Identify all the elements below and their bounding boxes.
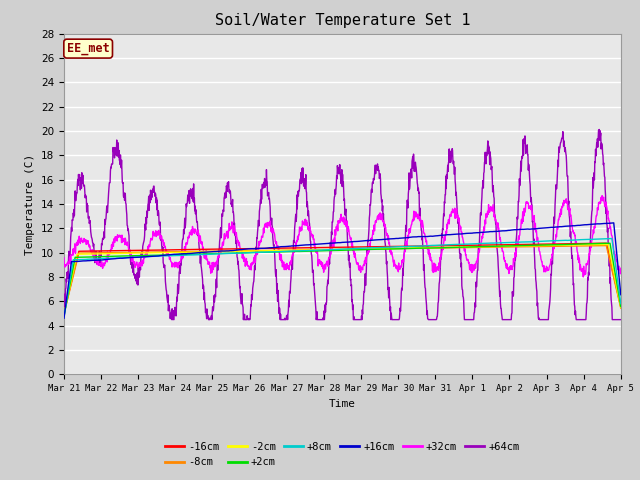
-8cm [296,247,304,253]
+2cm [296,249,304,254]
-16cm [103,248,111,254]
+64cm [103,203,111,209]
+64cm [595,127,603,132]
+8cm [103,255,111,261]
+16cm [103,256,111,262]
+8cm [318,247,326,253]
+32cm [579,274,587,280]
+64cm [318,317,326,323]
-16cm [126,248,134,253]
-2cm [377,246,385,252]
+2cm [126,253,134,259]
+16cm [318,241,326,247]
+2cm [60,313,68,319]
-16cm [296,245,304,251]
+8cm [377,245,385,251]
Line: +16cm: +16cm [64,223,621,318]
+32cm [308,231,316,237]
Y-axis label: Temperature (C): Temperature (C) [26,154,35,254]
Title: Soil/Water Temperature Set 1: Soil/Water Temperature Set 1 [214,13,470,28]
-2cm [103,251,111,257]
Line: +32cm: +32cm [64,196,621,277]
+32cm [377,214,385,220]
+32cm [126,247,134,253]
-16cm [318,245,326,251]
+64cm [297,176,305,182]
Line: +2cm: +2cm [64,243,621,316]
Line: -16cm: -16cm [64,243,621,313]
Line: +8cm: +8cm [64,239,621,317]
+16cm [296,242,304,248]
-16cm [602,240,610,246]
-2cm [60,312,68,317]
+8cm [60,314,68,320]
-16cm [377,244,385,250]
+64cm [617,317,625,323]
-8cm [318,247,326,252]
+16cm [308,242,316,248]
-16cm [60,310,68,316]
+64cm [378,193,385,199]
+8cm [296,248,304,254]
+8cm [607,236,614,241]
+8cm [617,301,625,307]
+2cm [308,248,316,254]
+16cm [126,255,134,261]
+8cm [126,254,134,260]
X-axis label: Time: Time [329,399,356,408]
+64cm [308,260,316,265]
-2cm [617,305,625,311]
+2cm [377,246,385,252]
+8cm [308,248,316,253]
+16cm [377,237,385,242]
-8cm [308,247,316,252]
+2cm [103,253,111,259]
+32cm [318,264,326,269]
+16cm [610,220,618,226]
Text: EE_met: EE_met [67,42,109,55]
+2cm [318,248,326,253]
-2cm [308,247,316,253]
-16cm [617,304,625,310]
-8cm [617,305,625,311]
+64cm [168,317,175,323]
+32cm [60,255,68,261]
Legend: -16cm, -8cm, -2cm, +2cm, +8cm, +16cm, +32cm, +64cm: -16cm, -8cm, -2cm, +2cm, +8cm, +16cm, +3… [161,438,524,471]
-8cm [60,311,68,317]
Line: +64cm: +64cm [64,130,621,320]
+32cm [103,259,111,265]
-2cm [296,247,304,253]
+16cm [60,315,68,321]
+2cm [606,240,614,246]
-8cm [103,250,111,255]
-2cm [601,241,609,247]
+2cm [617,304,625,310]
-2cm [318,247,326,252]
+32cm [296,227,304,233]
-8cm [602,243,610,249]
+64cm [60,291,68,297]
+16cm [617,292,625,298]
-2cm [126,251,134,256]
-8cm [126,250,134,255]
+64cm [126,247,134,253]
+32cm [598,193,606,199]
Line: -8cm: -8cm [64,246,621,314]
-8cm [377,246,385,252]
-16cm [308,245,316,251]
Line: -2cm: -2cm [64,244,621,314]
+32cm [617,265,625,271]
